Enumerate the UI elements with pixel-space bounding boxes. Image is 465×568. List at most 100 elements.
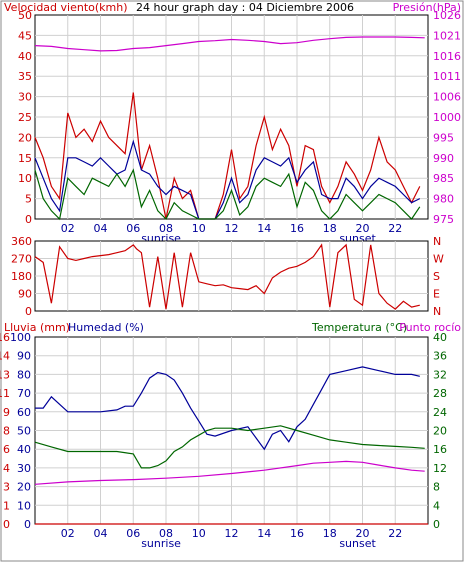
panel-2-x-tick: 12 bbox=[225, 527, 239, 540]
panel-0-left-tick: 5 bbox=[25, 193, 32, 206]
panel-0-right-tick: 995 bbox=[433, 131, 454, 144]
panel-2-left-tick: 11 bbox=[0, 387, 10, 400]
panel-0-right-tick: 1021 bbox=[433, 29, 461, 42]
panel-0-x-tick: 04 bbox=[94, 222, 108, 235]
humidity-line bbox=[35, 366, 420, 451]
wind-avg-line bbox=[34, 139, 421, 220]
panel-2-right-tick: 8 bbox=[433, 481, 440, 494]
panel-2-x-tick: 08 bbox=[159, 527, 173, 540]
panel-2-right-tick: 20 bbox=[433, 425, 447, 438]
panel-2-right-tick: 12 bbox=[433, 462, 447, 475]
panel-2-right-tick: 24 bbox=[433, 406, 447, 419]
humidity-tick: 20 bbox=[17, 481, 31, 494]
sunset-label: sunset bbox=[339, 537, 376, 550]
panel-0-x-tick: 14 bbox=[257, 222, 271, 235]
panel-2-x-tick: 02 bbox=[61, 527, 75, 540]
wind-axis-label: Velocidad viento(kmh) bbox=[4, 1, 128, 14]
panel-2-right-tick: 40 bbox=[433, 331, 447, 344]
panel-2-right-tick: 4 bbox=[433, 499, 440, 512]
panel-0-x-tick: 16 bbox=[290, 222, 304, 235]
panel-1-right-tick: N bbox=[433, 305, 441, 318]
panel-0-x-tick: 08 bbox=[159, 222, 173, 235]
panel-2-x-tick: 20 bbox=[356, 527, 370, 540]
panel-1-left-tick: 0 bbox=[25, 305, 32, 318]
humidity-tick: 100 bbox=[10, 331, 31, 344]
panel-2-x-tick: 14 bbox=[257, 527, 271, 540]
panel-0-left-tick: 35 bbox=[18, 70, 32, 83]
panel-2-left-tick: 4 bbox=[3, 462, 10, 475]
wind-min-line bbox=[34, 168, 421, 221]
panel-2-left-tick: 3 bbox=[3, 481, 10, 494]
dew-point-line bbox=[34, 460, 425, 485]
humidity-tick: 90 bbox=[17, 350, 31, 363]
panel-2-left-tick: 8 bbox=[3, 425, 10, 438]
panel-0-right-tick: 1011 bbox=[433, 70, 461, 83]
panel-2-x-tick: 06 bbox=[126, 527, 140, 540]
panel-0-left-tick: 0 bbox=[25, 213, 32, 226]
panel-0-left-tick: 15 bbox=[18, 152, 32, 165]
panel-0-left-tick: 10 bbox=[18, 172, 32, 185]
panel-0-left-tick: 30 bbox=[18, 91, 32, 104]
chart-title: 24 hour graph day : 04 Diciembre 2006 bbox=[136, 1, 354, 14]
rain-axis-label: Lluvia (mm) bbox=[4, 321, 70, 334]
panel-2-left-tick: 9 bbox=[3, 406, 10, 419]
panel-2-left-tick: 14 bbox=[0, 350, 10, 363]
panel-1-left-tick: 90 bbox=[18, 288, 32, 301]
panel-0-left-tick: 25 bbox=[18, 111, 32, 124]
panel-1-left-tick: 180 bbox=[11, 270, 32, 283]
panel-2-left-tick: 6 bbox=[3, 443, 10, 456]
wind-direction-line bbox=[34, 243, 420, 310]
panel-0-x-tick: 18 bbox=[323, 222, 337, 235]
humidity-tick: 70 bbox=[17, 387, 31, 400]
panel-0-left-tick: 40 bbox=[18, 50, 32, 63]
humidity-axis-label: Humedad (%) bbox=[68, 321, 144, 334]
sunrise-label: sunrise bbox=[141, 537, 181, 550]
panel-2-right-tick: 36 bbox=[433, 350, 447, 363]
panel-2-left-tick: 1 bbox=[3, 499, 10, 512]
panel-0-x-tick: 06 bbox=[126, 222, 140, 235]
humidity-tick: 50 bbox=[17, 425, 31, 438]
panel-2-x-tick: 04 bbox=[94, 527, 108, 540]
panel-0-right-tick: 980 bbox=[433, 193, 454, 206]
panel-0-left-tick: 45 bbox=[18, 29, 32, 42]
panel-1-right-tick: E bbox=[433, 288, 440, 301]
panel-1-right-tick: S bbox=[433, 270, 440, 283]
panel-0-right-tick: 990 bbox=[433, 152, 454, 165]
panel-2-right-tick: 16 bbox=[433, 443, 447, 456]
panel-2-x-tick: 22 bbox=[388, 527, 402, 540]
panel-0-right-tick: 1026 bbox=[433, 9, 461, 22]
humidity-tick: 80 bbox=[17, 368, 31, 381]
panel-1-left-tick: 360 bbox=[11, 235, 32, 248]
humidity-tick: 0 bbox=[24, 518, 31, 531]
panel-2-right-tick: 0 bbox=[433, 518, 440, 531]
dew-point-label: Punto rocío bbox=[399, 321, 461, 334]
panel-0-x-tick: 22 bbox=[388, 222, 402, 235]
temperature-line bbox=[34, 425, 425, 469]
temperature-axis-label: Temperatura (°C) bbox=[311, 321, 407, 334]
panel-1-left-tick: 270 bbox=[11, 253, 32, 266]
panel-2-left-tick: 16 bbox=[0, 331, 10, 344]
humidity-tick: 30 bbox=[17, 462, 31, 475]
panel-2-x-tick: 10 bbox=[192, 527, 206, 540]
panel-0-right-tick: 975 bbox=[433, 213, 454, 226]
panel-2-right-tick: 32 bbox=[433, 368, 447, 381]
panel-2-right-tick: 28 bbox=[433, 387, 447, 400]
panel-0-x-tick: 02 bbox=[61, 222, 75, 235]
panel-2-x-tick: 18 bbox=[323, 527, 337, 540]
humidity-tick: 40 bbox=[17, 443, 31, 456]
panel-0-x-tick: 20 bbox=[356, 222, 370, 235]
humidity-tick: 10 bbox=[17, 499, 31, 512]
panel-1-right-tick: N bbox=[433, 235, 441, 248]
panel-0-right-tick: 1006 bbox=[433, 91, 461, 104]
panel-0-right-tick: 1000 bbox=[433, 111, 461, 124]
panel-0-x-tick: 12 bbox=[225, 222, 239, 235]
wind-gust-line bbox=[34, 92, 421, 220]
pressure-axis-label: Presión(hPa) bbox=[393, 1, 461, 14]
panel-0-left-tick: 50 bbox=[18, 9, 32, 22]
panel-2-left-tick: 0 bbox=[3, 518, 10, 531]
pressure-line bbox=[34, 36, 425, 52]
panel-0-x-tick: 10 bbox=[192, 222, 206, 235]
